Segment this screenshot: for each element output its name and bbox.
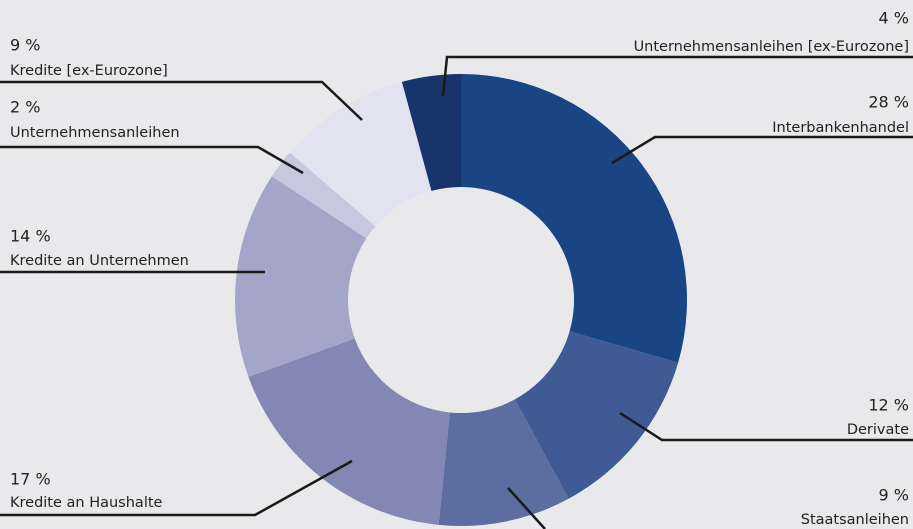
value-label: 2 % — [10, 98, 40, 117]
value-label: 9 % — [10, 36, 40, 55]
category-label: Kredite [ex-Eurozone] — [10, 63, 168, 79]
category-label: Derivate — [847, 422, 909, 438]
leader-line — [619, 411, 913, 442]
value-label: 4 % — [879, 9, 909, 28]
category-label: Staatsanleihen — [801, 512, 909, 528]
slice — [271, 152, 376, 239]
value-label: 9 % — [879, 486, 909, 505]
slice — [438, 399, 569, 526]
value-label: 17 % — [10, 470, 51, 489]
leader-line — [0, 80, 363, 121]
leader-line — [611, 135, 913, 165]
slice — [401, 74, 461, 191]
slice — [289, 81, 432, 227]
slice — [235, 176, 367, 377]
leader-line — [507, 487, 546, 529]
slice — [248, 338, 450, 525]
category-label: Interbankenhandel — [772, 120, 909, 136]
leader-line — [0, 145, 304, 175]
leader-line — [441, 55, 913, 97]
slice — [514, 331, 679, 499]
slice — [461, 74, 687, 363]
value-label: 28 % — [868, 93, 909, 112]
category-label: Kredite an Unternehmen — [10, 253, 189, 269]
category-label: Unternehmensanleihen — [10, 125, 180, 141]
category-label: Unternehmensanleihen [ex-Eurozone] — [634, 39, 909, 55]
leader-line — [0, 459, 353, 517]
category-label: Kredite an Haushalte — [10, 495, 163, 511]
value-label: 12 % — [868, 396, 909, 415]
value-label: 14 % — [10, 227, 51, 246]
